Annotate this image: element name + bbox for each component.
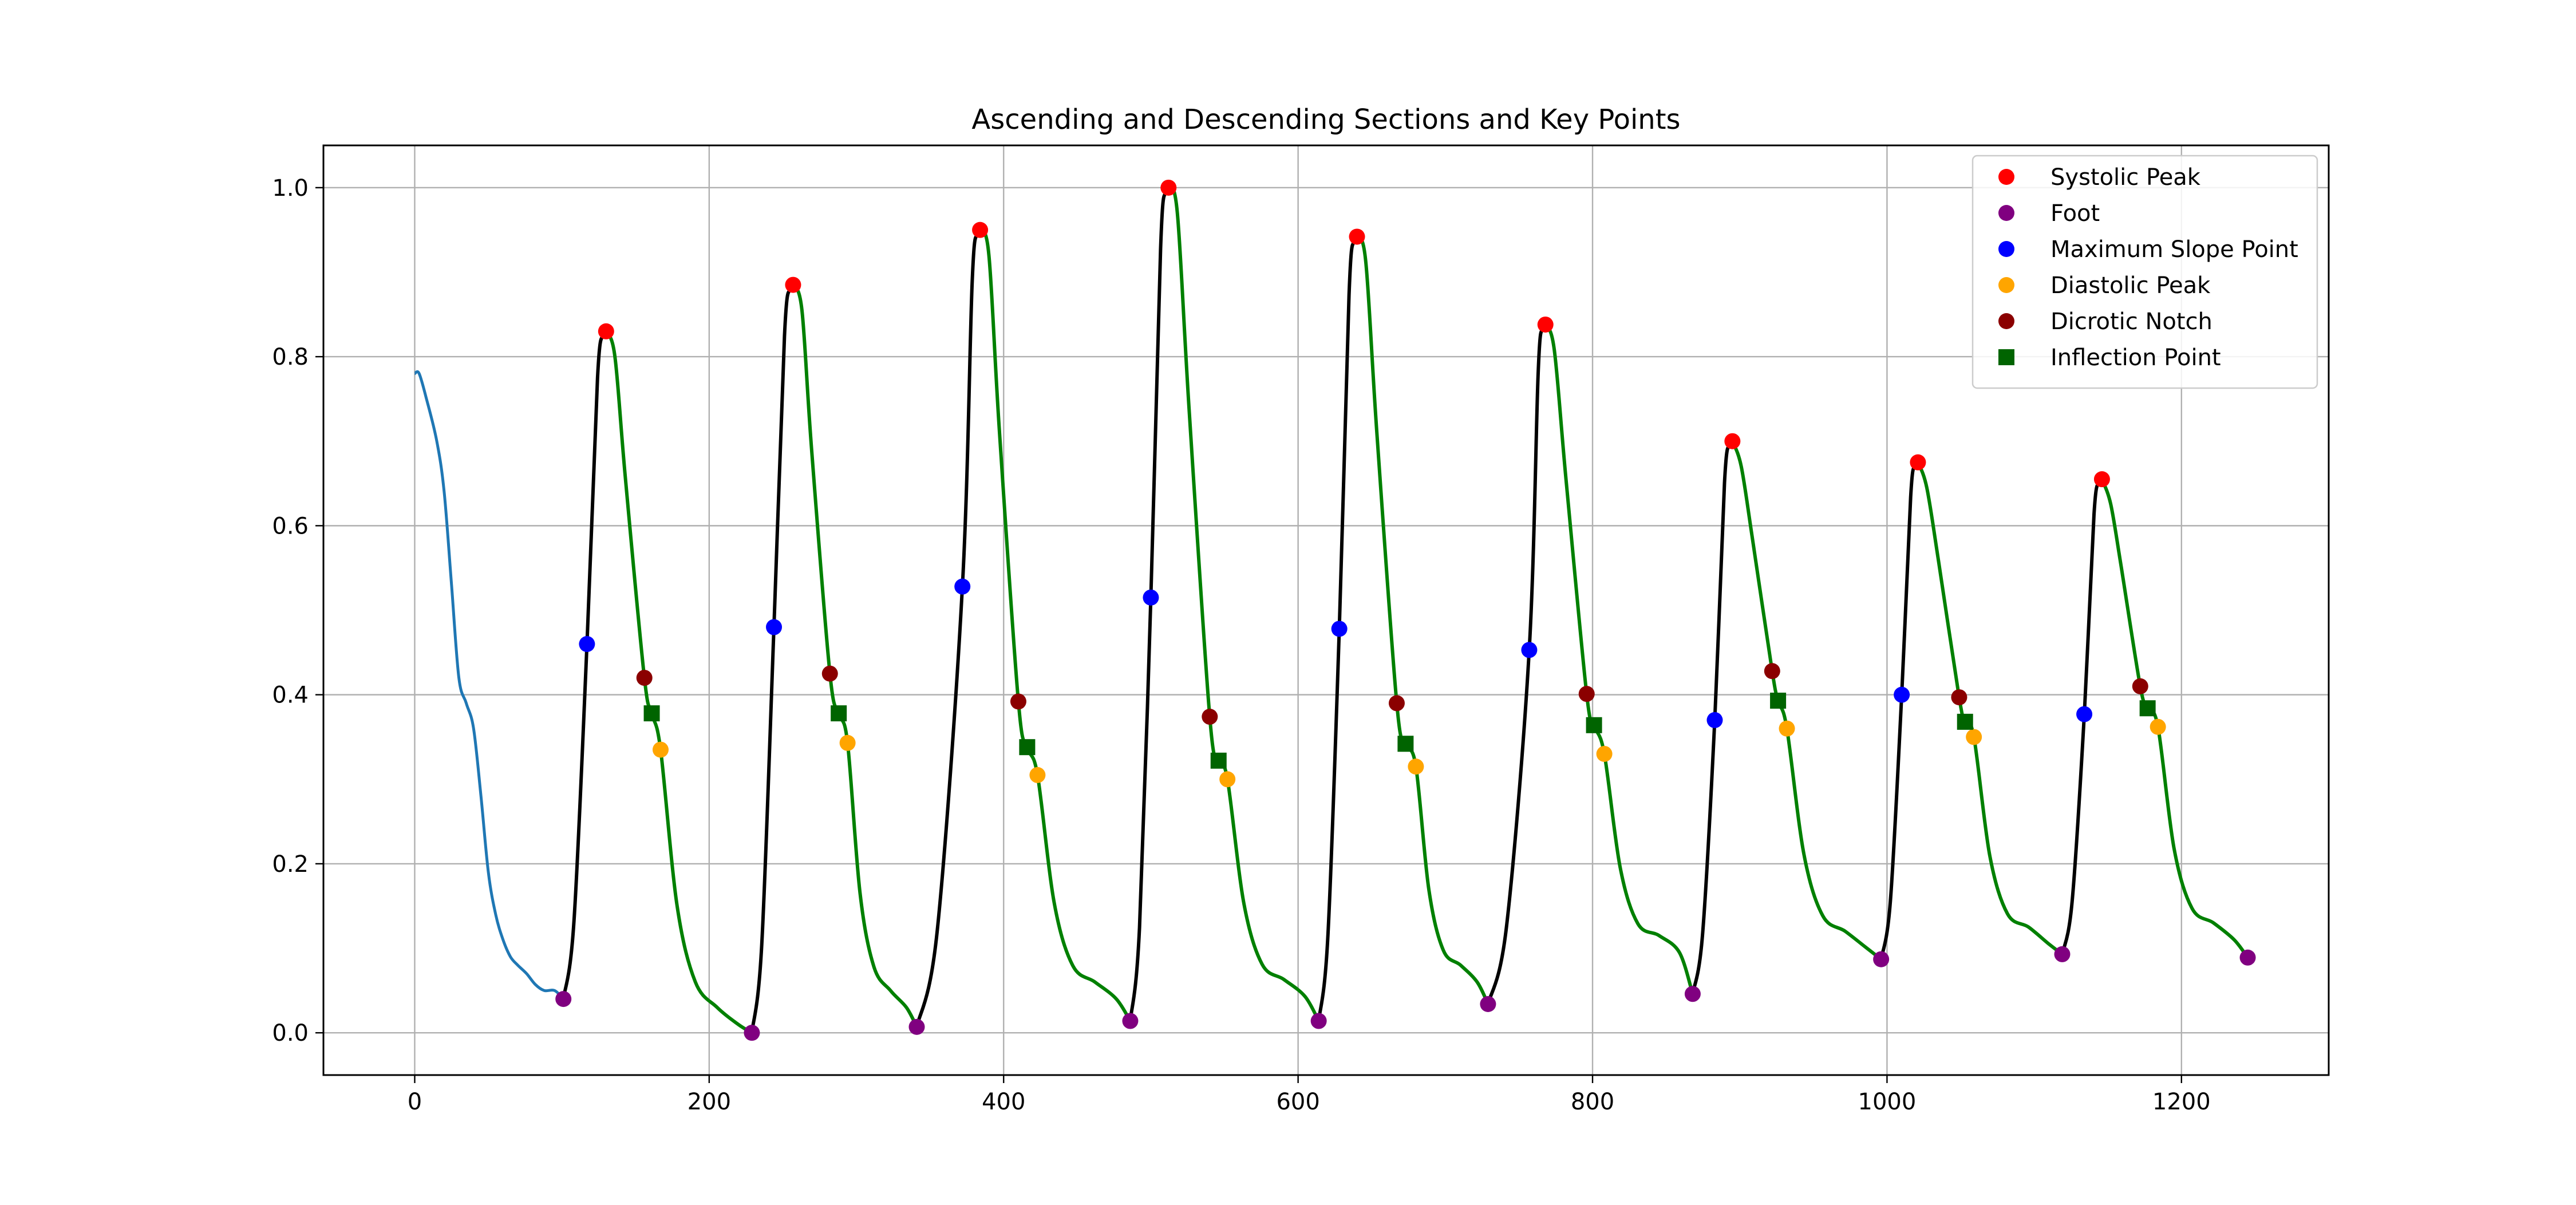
legend: Systolic Peak Foot Maximum Slope Point Dias… — [1971, 155, 2318, 389]
diastolic-peak-marker — [652, 741, 669, 758]
x-tick-label: 600 — [1276, 1089, 1319, 1115]
systolic-peak-marker — [1537, 316, 1554, 333]
max-slope-marker — [1331, 621, 1348, 637]
foot-marker — [2239, 949, 2256, 966]
ascending-section-line — [1317, 233, 1359, 1021]
axis-ticks: 0 200 400 600 800 1000 1200 0.0 0.2 0.4 0.6 0.8 1.0 — [272, 175, 2210, 1115]
chart-title: Ascending and Descending Sections and Ke… — [971, 104, 1680, 136]
diastolic-peak-marker — [1779, 720, 1795, 737]
y-tick-label: 0.4 — [272, 682, 309, 709]
dicrotic-notch-marker — [1951, 689, 1967, 706]
systolic-peak-marker — [1160, 179, 1177, 196]
max-slope-marker — [1521, 642, 1538, 658]
legend-circle-icon — [1998, 169, 2014, 185]
foot-marker — [908, 1018, 925, 1035]
systolic-peak-marker — [972, 222, 989, 238]
plot-frame — [322, 144, 2330, 1076]
grid — [323, 145, 2329, 1075]
systolic-peak-marker — [785, 276, 801, 293]
dicrotic-notch-marker — [1388, 695, 1405, 712]
x-tick-label: 200 — [688, 1089, 731, 1115]
y-tick-label: 0.2 — [272, 851, 309, 878]
legend-label: Dicrotic Notch — [2050, 309, 2212, 335]
inflection-point-marker — [1019, 739, 1036, 756]
systolic-peak-marker — [2093, 471, 2110, 488]
diastolic-peak-marker — [1219, 771, 1236, 788]
foot-marker — [1310, 1013, 1327, 1029]
max-slope-marker — [1143, 589, 1159, 606]
y-tick-label: 0.8 — [272, 344, 309, 370]
inflection-point-marker — [2139, 700, 2156, 717]
foot-marker — [555, 991, 572, 1008]
max-slope-marker — [1894, 686, 1910, 703]
max-slope-marker — [1706, 712, 1723, 728]
foot-marker — [1684, 986, 1701, 1002]
foot-marker — [2054, 946, 2071, 962]
diastolic-peak-marker — [1408, 758, 1424, 775]
inflection-point-marker — [1770, 692, 1787, 709]
systolic-peak-marker — [1349, 228, 1365, 245]
dicrotic-notch-marker — [636, 670, 653, 686]
systolic-peak-marker — [1910, 454, 1926, 471]
max-slope-marker — [2076, 706, 2093, 722]
diastolic-peak-marker — [1966, 729, 1982, 745]
inflection-point-marker — [1397, 736, 1414, 752]
foot-marker — [1122, 1013, 1139, 1029]
legend-label: Maximum Slope Point — [2050, 236, 2298, 263]
diastolic-peak-marker — [1596, 745, 1613, 762]
max-slope-marker — [766, 619, 783, 635]
x-tick-label: 1000 — [1858, 1089, 1917, 1115]
x-tick-label: 1200 — [2152, 1089, 2211, 1115]
initial-signal-line — [414, 370, 565, 1000]
legend-label: Systolic Peak — [2050, 164, 2201, 191]
inflection-point-marker — [1210, 752, 1227, 769]
legend-label: Inflection Point — [2050, 345, 2221, 371]
y-tick-label: 1.0 — [272, 175, 309, 202]
dicrotic-notch-marker — [1202, 709, 1218, 725]
inflection-point-marker — [831, 705, 847, 722]
descending-section-line — [604, 330, 753, 1034]
systolic-peak-marker — [1724, 433, 1741, 449]
key-points — [555, 179, 2256, 1041]
diastolic-peak-marker — [839, 734, 856, 751]
ascending-section-line — [750, 282, 795, 1033]
legend-label: Foot — [2050, 200, 2100, 227]
systolic-peak-marker — [598, 323, 614, 339]
x-tick-label: 400 — [982, 1089, 1025, 1115]
dicrotic-notch-marker — [1578, 686, 1595, 702]
inflection-point-marker — [1957, 713, 1973, 730]
max-slope-marker — [954, 578, 971, 595]
diastolic-peak-marker — [2150, 718, 2166, 735]
legend-label: Diastolic Peak — [2050, 272, 2211, 299]
dicrotic-notch-marker — [2132, 678, 2148, 694]
ascending-section-line — [915, 227, 982, 1028]
legend-circle-icon — [1998, 241, 2014, 257]
x-tick-label: 0 — [408, 1089, 422, 1115]
ascending-section-line — [1128, 184, 1171, 1021]
foot-marker — [744, 1025, 760, 1041]
legend-circle-icon — [1998, 277, 2014, 293]
foot-marker — [1873, 951, 1890, 967]
diastolic-peak-marker — [1029, 767, 1046, 783]
dicrotic-notch-marker — [1764, 663, 1780, 679]
legend-circle-icon — [1998, 313, 2014, 329]
max-slope-marker — [579, 636, 595, 653]
x-tick-label: 800 — [1571, 1089, 1614, 1115]
y-tick-label: 0.0 — [272, 1020, 309, 1046]
y-tick-label: 0.6 — [272, 513, 309, 539]
dicrotic-notch-marker — [821, 665, 838, 682]
foot-marker — [1480, 995, 1496, 1012]
legend-box — [1971, 155, 2318, 389]
inflection-point-marker — [643, 705, 660, 722]
legend-circle-icon — [1998, 205, 2014, 221]
inflection-point-marker — [1586, 717, 1602, 733]
dicrotic-notch-marker — [1010, 693, 1026, 710]
legend-square-icon — [1998, 349, 2014, 365]
